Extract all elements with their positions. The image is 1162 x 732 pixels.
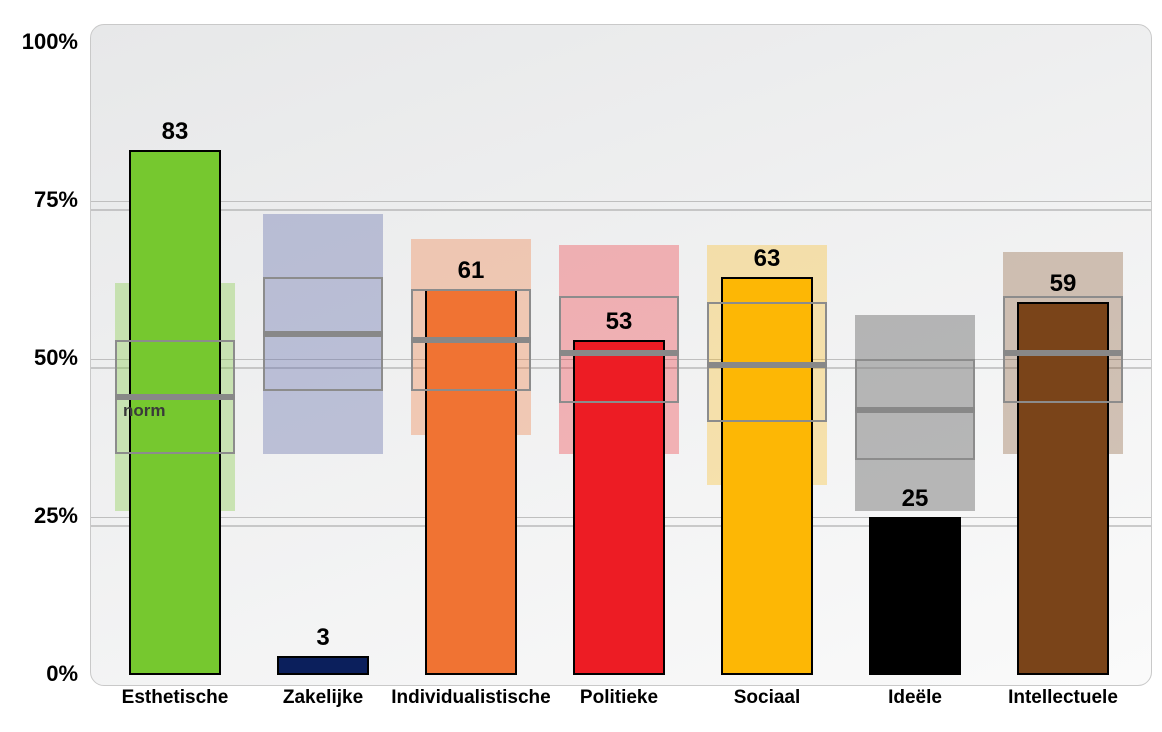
norm-median bbox=[1003, 350, 1123, 356]
bar bbox=[869, 517, 961, 675]
y-axis-tick-label: 75% bbox=[0, 187, 78, 213]
bar-value-label: 25 bbox=[869, 485, 961, 517]
bar bbox=[277, 656, 369, 675]
y-axis-tick-label: 0% bbox=[0, 661, 78, 687]
y-axis-tick-label: 100% bbox=[0, 29, 78, 55]
bar-value-label: 53 bbox=[573, 308, 665, 340]
bar-value-label: 3 bbox=[277, 624, 369, 656]
bar-value-label: 61 bbox=[425, 257, 517, 289]
norm-median bbox=[855, 407, 975, 413]
bar-chart: 83Esthetischenorm3Zakelijke61Individuali… bbox=[0, 0, 1162, 732]
bar-value-label: 59 bbox=[1017, 270, 1109, 302]
norm-median bbox=[115, 394, 235, 400]
y-axis-tick-label: 50% bbox=[0, 345, 78, 371]
norm-median bbox=[707, 362, 827, 368]
y-axis-tick-label: 25% bbox=[0, 503, 78, 529]
norm-median bbox=[263, 331, 383, 337]
gridline bbox=[91, 201, 1151, 202]
norm-median bbox=[559, 350, 679, 356]
norm-median bbox=[411, 337, 531, 343]
plot-area: 83Esthetischenorm3Zakelijke61Individuali… bbox=[90, 24, 1152, 686]
bar-value-label: 63 bbox=[721, 245, 813, 277]
x-axis-category-label: Intellectuele bbox=[969, 687, 1157, 709]
bar-value-label: 83 bbox=[129, 118, 221, 150]
gridline-inner bbox=[91, 209, 1151, 211]
norm-text-label: norm bbox=[123, 401, 166, 421]
